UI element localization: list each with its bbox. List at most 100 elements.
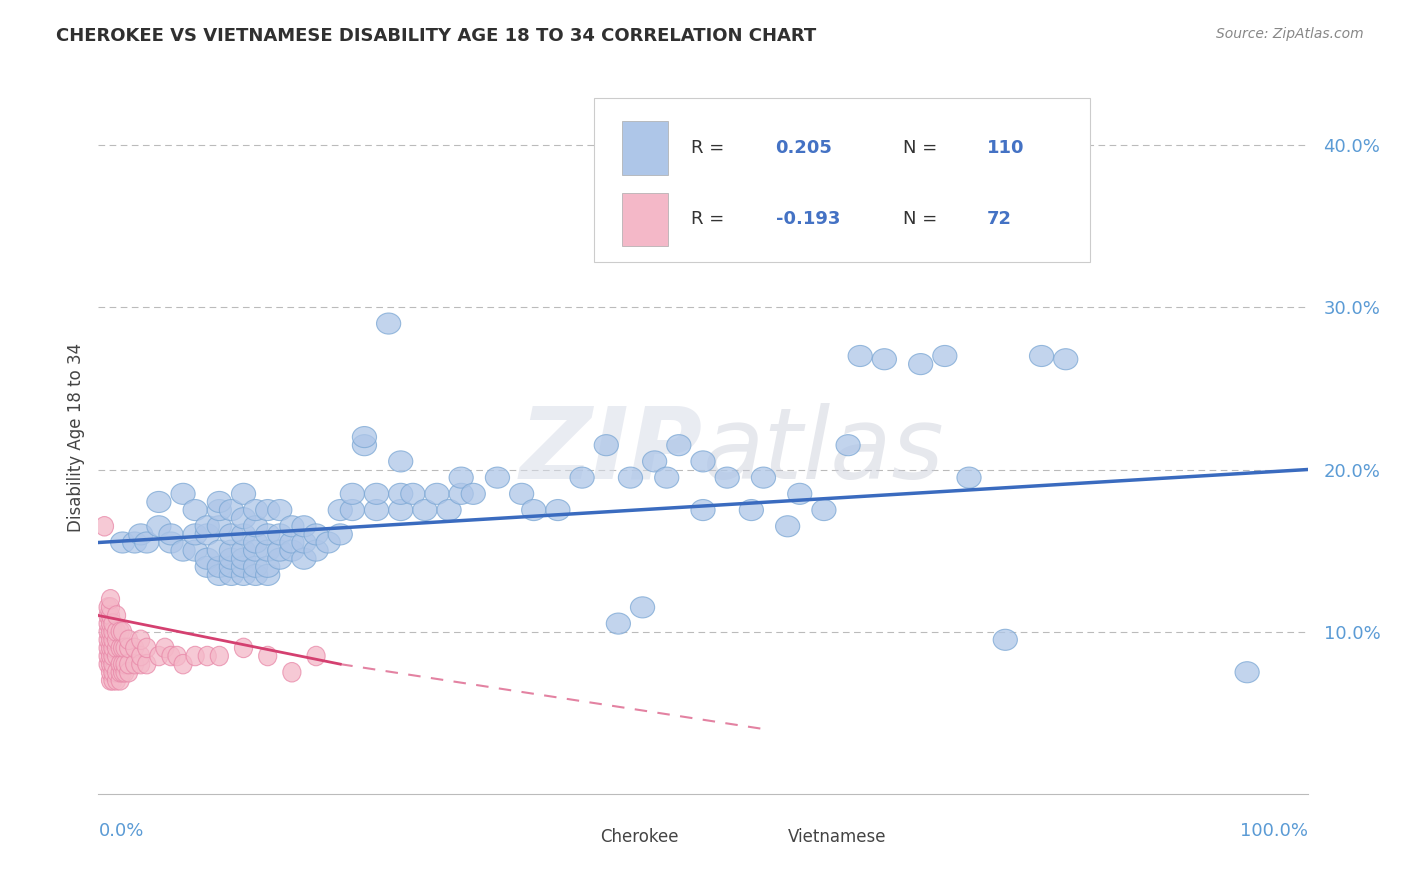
Ellipse shape	[1234, 662, 1260, 682]
Ellipse shape	[101, 606, 120, 625]
Ellipse shape	[150, 647, 167, 665]
Ellipse shape	[837, 434, 860, 456]
Ellipse shape	[98, 614, 117, 633]
Ellipse shape	[195, 524, 219, 545]
Ellipse shape	[643, 450, 666, 472]
Ellipse shape	[283, 663, 301, 682]
Ellipse shape	[111, 655, 129, 673]
Ellipse shape	[1053, 349, 1078, 370]
Ellipse shape	[107, 638, 125, 657]
Ellipse shape	[353, 434, 377, 456]
Ellipse shape	[219, 549, 243, 569]
Ellipse shape	[267, 524, 292, 545]
Ellipse shape	[104, 614, 122, 633]
Ellipse shape	[111, 638, 129, 657]
Ellipse shape	[256, 540, 280, 561]
FancyBboxPatch shape	[621, 193, 668, 246]
Ellipse shape	[232, 549, 256, 569]
Ellipse shape	[256, 500, 280, 521]
Ellipse shape	[243, 516, 267, 537]
Ellipse shape	[280, 516, 304, 537]
Ellipse shape	[107, 663, 125, 682]
Ellipse shape	[138, 655, 156, 673]
Ellipse shape	[98, 647, 117, 665]
Y-axis label: Disability Age 18 to 34: Disability Age 18 to 34	[66, 343, 84, 532]
Ellipse shape	[932, 345, 957, 367]
Ellipse shape	[546, 500, 569, 521]
Ellipse shape	[101, 622, 120, 641]
Text: 72: 72	[987, 211, 1012, 228]
Ellipse shape	[267, 540, 292, 561]
Ellipse shape	[307, 647, 325, 665]
Ellipse shape	[172, 540, 195, 561]
Ellipse shape	[207, 491, 232, 513]
Ellipse shape	[243, 540, 267, 561]
Ellipse shape	[619, 467, 643, 488]
Ellipse shape	[207, 565, 232, 585]
Ellipse shape	[304, 540, 328, 561]
Ellipse shape	[908, 353, 932, 375]
Ellipse shape	[690, 500, 716, 521]
Ellipse shape	[232, 483, 256, 504]
Ellipse shape	[159, 532, 183, 553]
Ellipse shape	[101, 630, 120, 649]
Ellipse shape	[522, 500, 546, 521]
Ellipse shape	[219, 540, 243, 561]
Ellipse shape	[993, 629, 1018, 650]
Ellipse shape	[267, 500, 292, 521]
Ellipse shape	[101, 638, 120, 657]
Ellipse shape	[364, 500, 388, 521]
FancyBboxPatch shape	[595, 98, 1090, 262]
Text: -0.193: -0.193	[776, 211, 839, 228]
Ellipse shape	[425, 483, 449, 504]
Ellipse shape	[219, 565, 243, 585]
Ellipse shape	[101, 647, 120, 665]
Ellipse shape	[449, 467, 474, 488]
Ellipse shape	[138, 638, 156, 657]
Ellipse shape	[96, 516, 114, 536]
Ellipse shape	[776, 516, 800, 537]
Ellipse shape	[630, 597, 655, 618]
Ellipse shape	[107, 606, 125, 625]
Ellipse shape	[243, 532, 267, 553]
Ellipse shape	[132, 655, 150, 673]
Ellipse shape	[98, 598, 117, 617]
Ellipse shape	[162, 647, 180, 665]
Text: R =: R =	[690, 211, 730, 228]
Ellipse shape	[485, 467, 509, 488]
Text: Source: ZipAtlas.com: Source: ZipAtlas.com	[1216, 27, 1364, 41]
FancyBboxPatch shape	[621, 121, 668, 175]
Ellipse shape	[751, 467, 776, 488]
Ellipse shape	[449, 483, 474, 504]
Ellipse shape	[111, 622, 129, 641]
Ellipse shape	[111, 532, 135, 553]
Ellipse shape	[98, 622, 117, 641]
Ellipse shape	[292, 516, 316, 537]
Ellipse shape	[101, 590, 120, 609]
Ellipse shape	[364, 483, 388, 504]
Ellipse shape	[388, 450, 413, 472]
Ellipse shape	[957, 467, 981, 488]
Ellipse shape	[114, 655, 132, 673]
Ellipse shape	[509, 483, 534, 504]
Ellipse shape	[219, 500, 243, 521]
Ellipse shape	[232, 524, 256, 545]
Ellipse shape	[101, 598, 120, 617]
Ellipse shape	[292, 532, 316, 553]
Ellipse shape	[243, 500, 267, 521]
Ellipse shape	[183, 524, 207, 545]
Ellipse shape	[135, 532, 159, 553]
Ellipse shape	[848, 345, 872, 367]
Ellipse shape	[353, 426, 377, 448]
Ellipse shape	[328, 524, 353, 545]
Ellipse shape	[232, 540, 256, 561]
Ellipse shape	[104, 655, 122, 673]
Ellipse shape	[606, 613, 630, 634]
Ellipse shape	[101, 655, 120, 673]
Text: 110: 110	[987, 139, 1025, 157]
Text: R =: R =	[690, 139, 730, 157]
Ellipse shape	[232, 508, 256, 529]
Ellipse shape	[104, 622, 122, 641]
Ellipse shape	[666, 434, 690, 456]
Text: N =: N =	[903, 211, 942, 228]
